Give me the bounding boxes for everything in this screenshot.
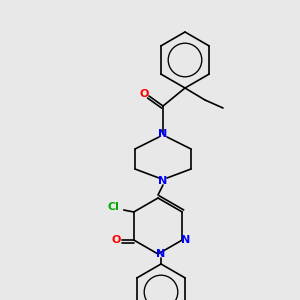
Text: Cl: Cl xyxy=(108,202,120,212)
Text: N: N xyxy=(156,249,166,259)
Text: O: O xyxy=(139,89,149,99)
Text: N: N xyxy=(158,176,168,186)
Text: O: O xyxy=(111,235,120,245)
Text: N: N xyxy=(158,129,168,139)
Text: N: N xyxy=(181,235,190,245)
